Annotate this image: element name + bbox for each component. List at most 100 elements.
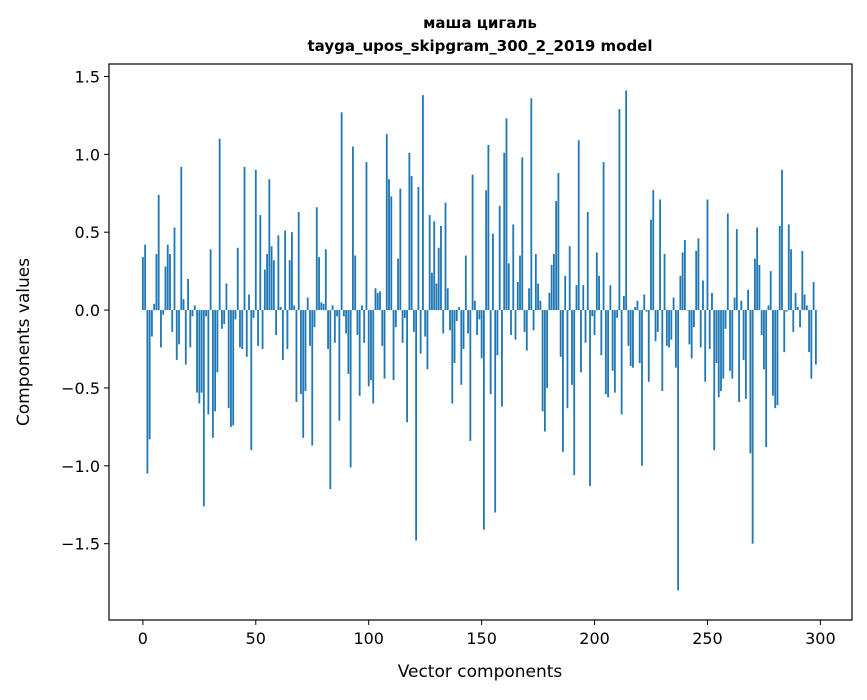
x-tick-label: 100 xyxy=(353,629,384,648)
bar xyxy=(149,310,151,439)
bar xyxy=(284,231,286,310)
bar xyxy=(657,310,659,332)
bar xyxy=(438,248,440,310)
bar xyxy=(361,305,363,310)
bar xyxy=(512,224,514,310)
bar xyxy=(530,98,532,310)
bar xyxy=(463,310,465,349)
bar xyxy=(639,310,641,363)
bar xyxy=(630,310,632,366)
bar xyxy=(573,310,575,475)
bar xyxy=(268,179,270,310)
bar xyxy=(207,310,209,414)
bar xyxy=(314,310,316,327)
bar xyxy=(801,251,803,310)
bar xyxy=(472,175,474,310)
bar xyxy=(506,119,508,311)
bar xyxy=(431,273,433,310)
bar xyxy=(454,310,456,363)
bar xyxy=(621,310,623,414)
bar xyxy=(266,254,268,310)
bar xyxy=(347,310,349,374)
bar xyxy=(336,310,338,316)
bar xyxy=(363,310,365,343)
bar xyxy=(180,167,182,310)
bar xyxy=(395,310,397,327)
bar xyxy=(167,245,169,310)
bar xyxy=(384,310,386,379)
bar xyxy=(698,238,700,310)
bar xyxy=(174,228,176,311)
x-tick-label: 150 xyxy=(466,629,497,648)
x-axis-label: Vector components xyxy=(398,662,563,682)
y-tick-label: 0.5 xyxy=(75,223,100,242)
bar xyxy=(449,310,451,330)
bar xyxy=(176,310,178,360)
bar xyxy=(440,226,442,310)
bar xyxy=(515,310,517,340)
bar xyxy=(244,167,246,310)
bar xyxy=(497,310,499,355)
bar xyxy=(271,246,273,310)
bar xyxy=(564,276,566,310)
bar xyxy=(325,249,327,310)
bar xyxy=(329,310,331,489)
bar xyxy=(614,310,616,393)
bar xyxy=(695,251,697,310)
bar xyxy=(736,229,738,310)
bar xyxy=(797,307,799,310)
bar xyxy=(691,310,693,358)
bar xyxy=(456,310,458,321)
bar xyxy=(569,246,571,310)
bar xyxy=(632,310,634,368)
bar xyxy=(488,145,490,310)
bar xyxy=(404,310,406,318)
bar xyxy=(777,310,779,405)
bar xyxy=(700,310,702,347)
bar xyxy=(158,195,160,310)
bar xyxy=(275,310,277,335)
bar xyxy=(334,310,336,343)
bar xyxy=(189,310,191,347)
bar xyxy=(670,310,672,340)
bar xyxy=(415,310,417,540)
bar xyxy=(219,139,221,310)
bars-group xyxy=(142,90,819,590)
bar xyxy=(612,310,614,371)
bar xyxy=(490,310,492,394)
bar xyxy=(411,176,413,310)
bar xyxy=(655,310,657,341)
bar xyxy=(246,310,248,357)
bar xyxy=(813,282,815,310)
bar xyxy=(287,310,289,349)
bar xyxy=(162,310,164,315)
bar xyxy=(183,299,185,310)
bar xyxy=(291,232,293,310)
bar xyxy=(598,276,600,310)
bar xyxy=(205,310,207,316)
x-tick-label: 50 xyxy=(246,629,266,648)
bar xyxy=(377,293,379,310)
bar xyxy=(666,310,668,346)
bar xyxy=(332,305,334,310)
bar xyxy=(501,310,503,407)
bar xyxy=(668,310,670,347)
bar xyxy=(171,310,173,332)
bar xyxy=(210,249,212,310)
bar xyxy=(551,265,553,310)
bar xyxy=(368,310,370,386)
bar xyxy=(759,265,761,310)
bar xyxy=(216,310,218,372)
bar xyxy=(307,298,309,310)
bar xyxy=(567,310,569,408)
bar xyxy=(589,310,591,486)
bar xyxy=(357,310,359,335)
bar xyxy=(650,220,652,310)
bar xyxy=(810,310,812,379)
bar xyxy=(393,310,395,380)
bar xyxy=(212,310,214,438)
bar xyxy=(799,310,801,327)
bar xyxy=(562,310,564,452)
bar xyxy=(580,310,582,372)
